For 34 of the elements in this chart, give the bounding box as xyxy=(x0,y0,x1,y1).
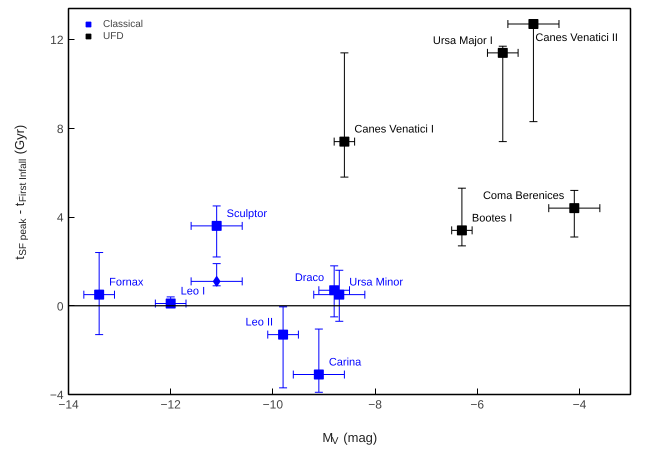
data-label: Canes Venatici II xyxy=(535,32,618,44)
legend-label: UFD xyxy=(103,30,124,42)
x-tick-label: −8 xyxy=(368,398,382,412)
y-tick-label: 4 xyxy=(56,210,64,225)
data-label: Ursa Minor xyxy=(349,276,404,289)
point xyxy=(339,136,350,147)
y-tick-label: 12 xyxy=(50,33,64,48)
data-label: Carina xyxy=(328,356,362,369)
point xyxy=(498,48,508,58)
x-tick-label: −4 xyxy=(572,398,587,412)
data-label: Fornax xyxy=(109,276,144,289)
x-tick-label: −10 xyxy=(262,398,284,412)
data-label: Draco xyxy=(294,272,324,284)
point xyxy=(569,203,580,214)
data-label: Bootes I xyxy=(472,212,512,224)
point xyxy=(528,19,538,30)
data-label: Leo II xyxy=(246,316,274,329)
data-label: Leo I xyxy=(180,286,206,298)
point xyxy=(94,290,104,300)
y-tick-label: 8 xyxy=(56,122,64,136)
legend-label: Classical xyxy=(103,18,144,30)
data-label: Canes Venatici I xyxy=(354,124,434,136)
point xyxy=(456,225,467,236)
data-label: Coma Berenices xyxy=(482,190,565,202)
point xyxy=(334,290,344,300)
point xyxy=(212,220,222,231)
data-label: Ursa Major I xyxy=(432,34,493,47)
y-tick-label: 0 xyxy=(56,299,64,314)
point xyxy=(314,370,324,380)
data-label: Sculptor xyxy=(226,208,268,220)
x-tick-label: −12 xyxy=(160,398,182,412)
point xyxy=(278,330,288,340)
x-tick-label: −6 xyxy=(470,398,484,412)
y-axis-title: tSF peak - tFirst Infall (Gyr) xyxy=(12,124,29,260)
